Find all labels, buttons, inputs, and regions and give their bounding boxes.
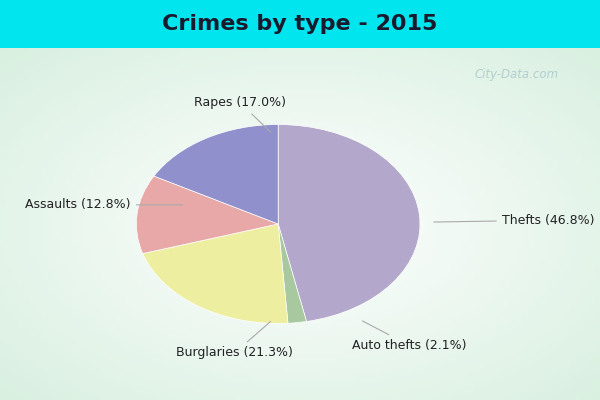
Text: Rapes (17.0%): Rapes (17.0%) <box>194 96 286 132</box>
Text: Thefts (46.8%): Thefts (46.8%) <box>434 214 595 227</box>
Wedge shape <box>154 124 278 224</box>
Text: Assaults (12.8%): Assaults (12.8%) <box>25 198 182 211</box>
Text: Burglaries (21.3%): Burglaries (21.3%) <box>176 322 293 360</box>
Wedge shape <box>143 224 288 324</box>
Text: Auto thefts (2.1%): Auto thefts (2.1%) <box>352 321 466 352</box>
Wedge shape <box>278 124 420 322</box>
Text: Crimes by type - 2015: Crimes by type - 2015 <box>163 14 437 34</box>
Wedge shape <box>278 224 307 323</box>
Text: City-Data.com: City-Data.com <box>475 68 559 81</box>
Wedge shape <box>136 176 278 254</box>
